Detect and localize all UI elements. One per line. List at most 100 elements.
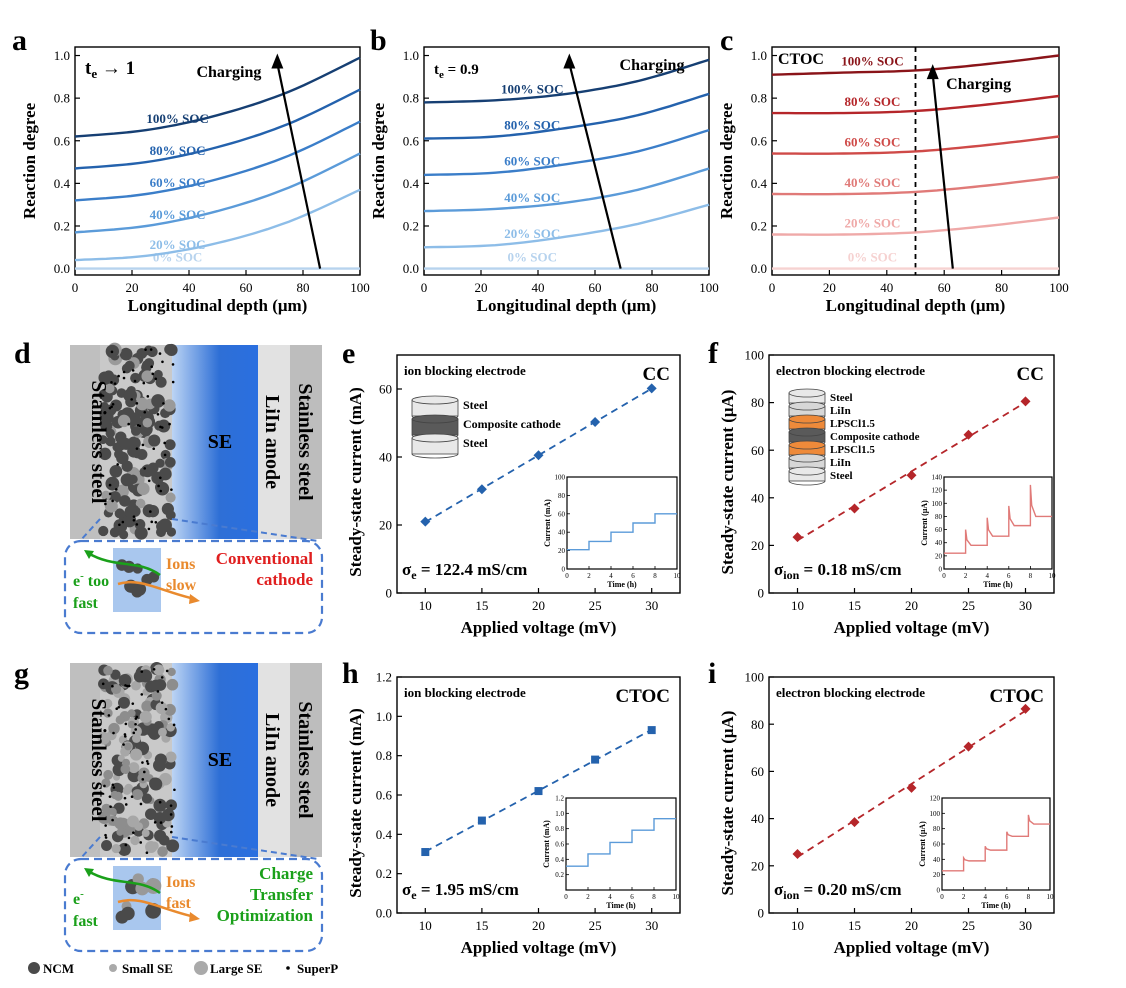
callout-title-2-d: cathode <box>256 570 313 589</box>
y-tick-label-b-0: 0.0 <box>403 261 419 276</box>
superp-dot-g <box>104 836 108 839</box>
plot-frame-b <box>423 46 710 276</box>
x-tick-label-h-1: 15 <box>475 918 488 933</box>
inset-x-tick-label-f-2: 4 <box>985 572 989 580</box>
superp-dot-g <box>132 731 136 735</box>
sigma-e: σe = 122.4 mS/cm <box>402 560 527 582</box>
x-axis-label-e: Applied voltage (mV) <box>461 618 617 637</box>
sigma-f-sub: ion <box>783 568 799 582</box>
superp-dot-d <box>108 492 112 496</box>
callout-particle-d <box>131 585 143 598</box>
particle-g <box>103 769 114 780</box>
y-tick-label-b-3: 0.6 <box>403 133 420 148</box>
particle-d <box>165 343 178 357</box>
superp-dot-g <box>131 702 135 705</box>
stack-layer-top-f-3 <box>788 427 826 437</box>
callout-title-1-g: Charge <box>259 864 313 883</box>
ion-desc-d: slow <box>166 577 197 594</box>
superp-dot-g <box>160 701 164 704</box>
inset-x-tick-label-e-1: 2 <box>587 572 591 580</box>
particle-d <box>165 510 176 521</box>
superp-dot-g <box>169 813 173 816</box>
particle-d <box>147 346 158 358</box>
legend-label-2: Large SE <box>210 961 262 976</box>
data-point-i-4 <box>1020 703 1031 714</box>
schematic-d: Stainless steel SE LiIn anode Stainless ste… <box>63 342 324 635</box>
inset-x-label-e: Time (h) <box>607 580 637 589</box>
particle-d <box>123 390 134 401</box>
inset-y-tick-label-i-6: 120 <box>930 795 941 803</box>
ion-path-d <box>117 580 196 601</box>
superp-dot-g <box>145 851 149 855</box>
inset-y-tick-label-f-6: 120 <box>932 487 943 495</box>
inset-y-tick-label-e-4: 80 <box>558 492 566 500</box>
particle-g <box>165 751 177 763</box>
series-label-a-2: 40% SOC <box>150 207 206 222</box>
inset-y-tick-label-f-0: 0 <box>939 566 943 574</box>
inset-y-tick-label-f-7: 140 <box>932 474 943 482</box>
inset-x-tick-label-f-3: 6 <box>1007 572 1011 580</box>
x-tick-label-a-2: 40 <box>183 280 196 295</box>
y-tick-label-a-2: 0.4 <box>54 176 71 191</box>
x-tick-label-e-1: 15 <box>475 598 488 613</box>
inset-x-tick-label-i-2: 4 <box>983 893 987 901</box>
particle-d <box>105 404 117 416</box>
superp-dot-d <box>157 484 160 488</box>
inset-frame-f <box>943 476 1053 570</box>
x-tick-label-f-1: 15 <box>848 598 861 613</box>
superp-dot-g <box>125 684 129 688</box>
superp-dot-g <box>173 788 176 792</box>
x-tick-label-b-4: 80 <box>646 280 659 295</box>
superp-dot-d <box>122 376 126 380</box>
series-line-b-5 <box>423 58 710 104</box>
particle-g <box>158 834 170 846</box>
superp-dot-d <box>103 411 107 415</box>
particle-g <box>154 679 167 691</box>
particle-d <box>98 435 108 445</box>
x-tick-label-c-5: 100 <box>1049 280 1069 295</box>
superp-dot-g <box>111 783 115 787</box>
inset-y-tick-label-e-0: 0 <box>562 566 566 574</box>
x-tick-label-e-0: 10 <box>419 598 432 613</box>
particle-d <box>98 525 109 537</box>
plot-frame-a <box>74 46 361 276</box>
annotation-a-rest: → 1 <box>97 58 135 79</box>
series-line-c-1 <box>772 216 1060 236</box>
particle-g <box>159 772 172 786</box>
superp-dot-d <box>150 520 154 524</box>
chart-a: 0 20 40 60 80 100 0.0 0.2 0.4 0.6 0.8 1.0 Longitudin… <box>20 46 370 315</box>
series-line-a-4 <box>74 88 361 170</box>
superp-dot-g <box>112 731 115 735</box>
stack-label-f-3: Composite cathode <box>830 431 920 443</box>
callout-title-1-d: Conventional <box>216 549 314 568</box>
inset-y-tick-label-i-5: 100 <box>930 810 941 818</box>
particle-d <box>164 456 176 468</box>
superp-dot-d <box>161 360 164 364</box>
superp-dot-g <box>159 821 163 824</box>
stack-layer-bottom-f-6 <box>788 480 826 486</box>
inset-x-tick-label-h-4: 8 <box>652 893 656 901</box>
series-label-b-5: 100% SOC <box>501 81 563 96</box>
y-tick-label-h-6: 1.2 <box>376 670 392 685</box>
ion-label-g: Ions <box>166 874 195 891</box>
callout-title-3-g: Optimization <box>217 906 314 925</box>
particle-d <box>163 399 176 412</box>
chart-c: 0 20 40 60 80 100 0.0 0.2 0.4 0.6 0.8 1.0 Longitudin… <box>717 46 1069 315</box>
callout-connector-g <box>79 836 319 860</box>
inset-x-tick-label-h-1: 2 <box>586 893 590 901</box>
inset-y-tick-label-i-0: 0 <box>937 887 941 895</box>
series-line-c-5 <box>771 54 1060 76</box>
charging-label-c: Charging <box>946 76 1011 93</box>
chart-tag-i: CTOC <box>989 686 1044 707</box>
inset-y-tick-label-i-3: 60 <box>933 841 941 849</box>
y-tick-label-c-5: 1.0 <box>751 48 767 63</box>
inset-y-tick-label-h-4: 1.0 <box>555 810 564 818</box>
superp-dot-d <box>113 382 117 385</box>
stack-diagram-e: Steel Composite cathode Steel <box>411 395 561 459</box>
superp-dot-d <box>147 479 151 483</box>
inset-x-tick-label-i-3: 6 <box>1005 893 1009 901</box>
charging-arrowhead-c <box>926 64 939 80</box>
particle-g <box>130 725 142 737</box>
